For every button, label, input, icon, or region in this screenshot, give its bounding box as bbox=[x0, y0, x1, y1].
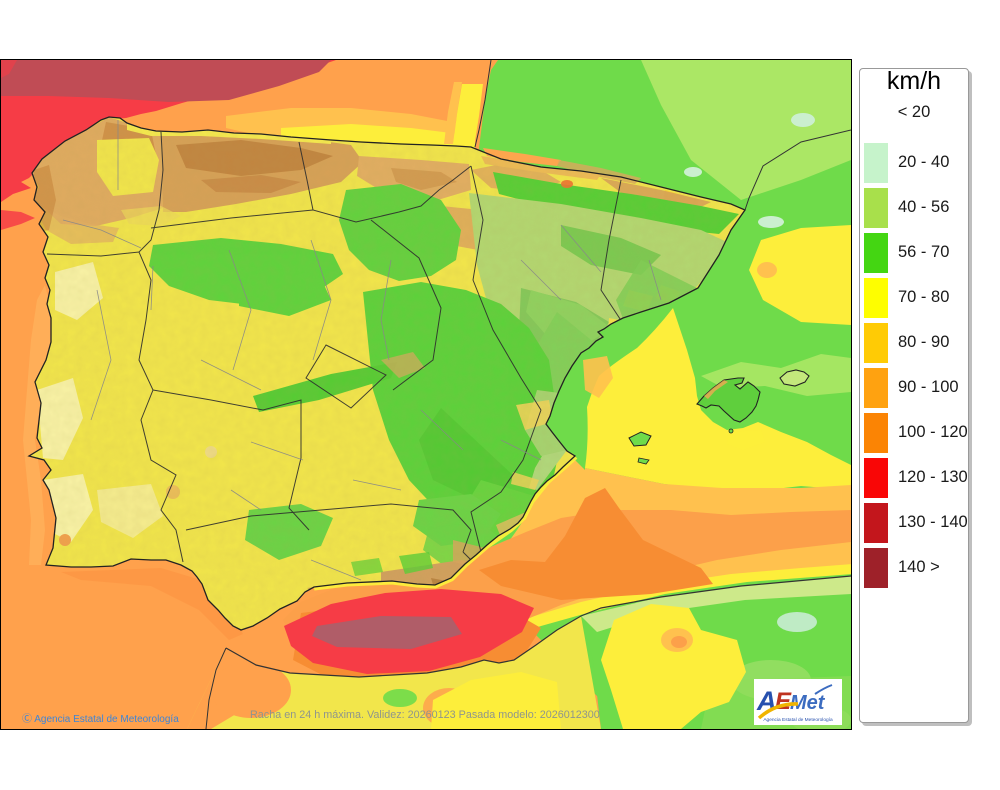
svg-text:Met: Met bbox=[790, 692, 826, 714]
svg-text:Agencia Estatal de Meteorologí: Agencia Estatal de Meteorología bbox=[763, 717, 833, 723]
svg-text:E: E bbox=[775, 688, 792, 715]
